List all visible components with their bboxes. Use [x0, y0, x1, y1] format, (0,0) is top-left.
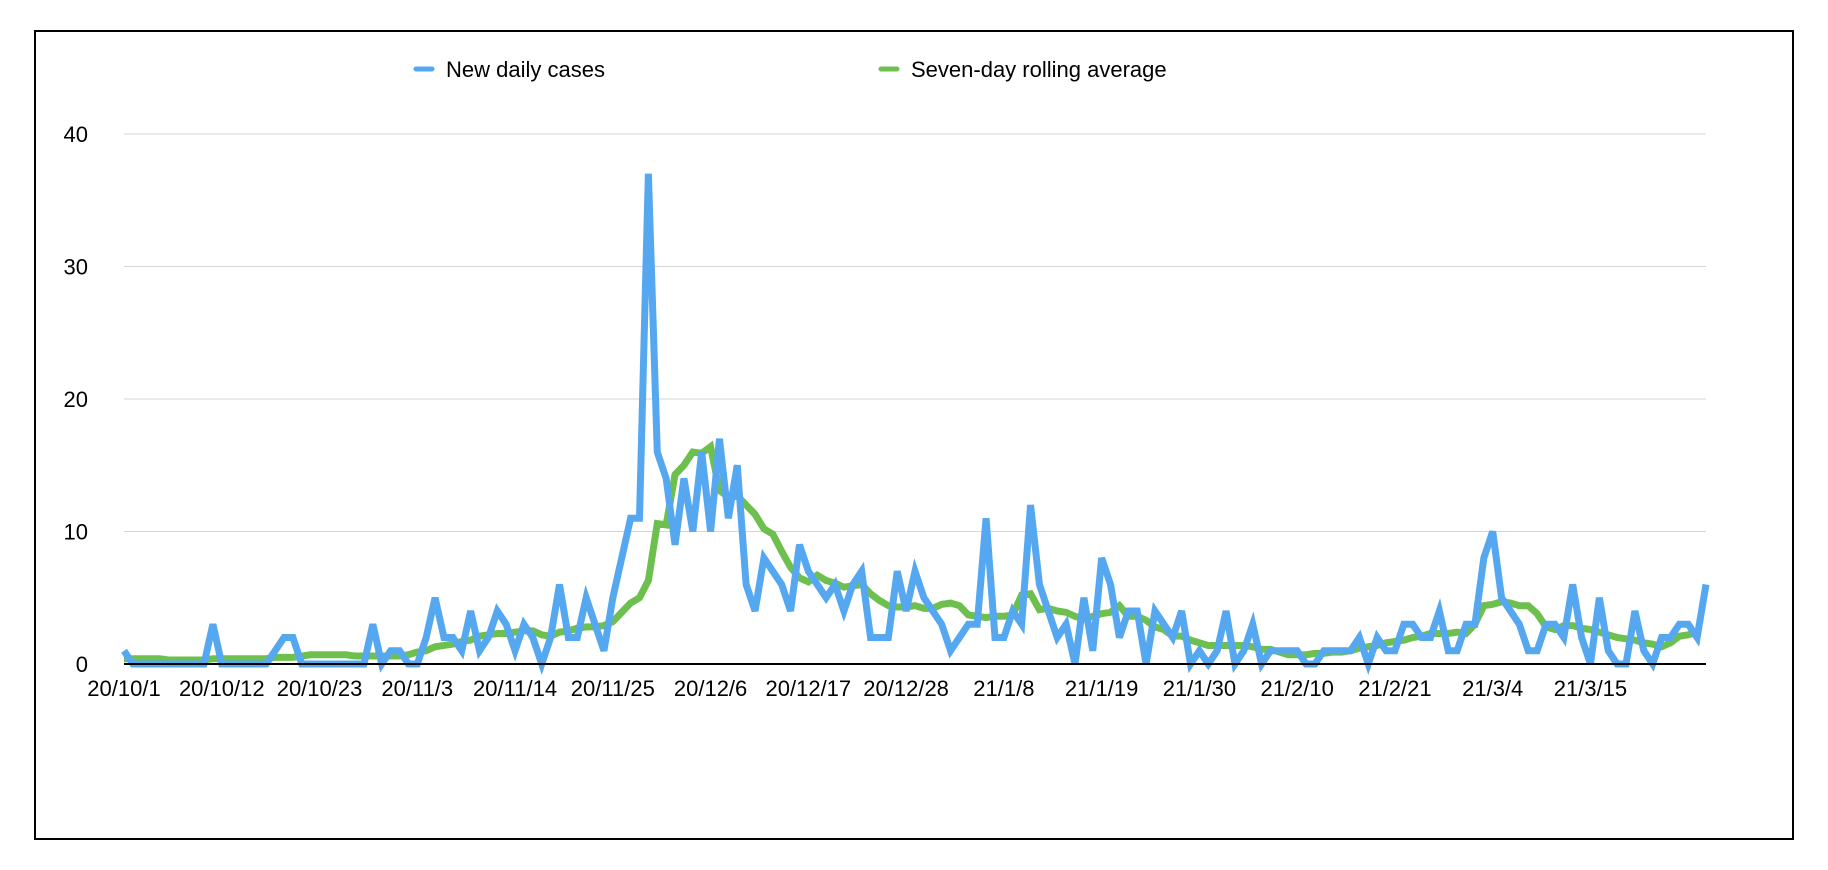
legend-label: New daily cases [446, 57, 605, 82]
x-tick-label: 21/1/19 [1065, 676, 1138, 701]
x-tick-label: 20/11/14 [473, 676, 557, 701]
x-tick-label: 20/12/17 [766, 676, 852, 701]
x-tick-label: 20/12/6 [674, 676, 747, 701]
x-tick-label: 20/11/3 [381, 676, 453, 701]
x-tick-label: 21/1/8 [973, 676, 1034, 701]
x-tick-label: 21/3/4 [1462, 676, 1523, 701]
x-tick-label: 21/2/10 [1260, 676, 1333, 701]
x-tick-label: 20/10/1 [87, 676, 160, 701]
x-tick-label: 20/11/25 [571, 676, 655, 701]
x-tick-label: 20/12/28 [863, 676, 949, 701]
x-tick-label: 21/2/21 [1358, 676, 1431, 701]
line-chart: 0 10 20 30 40 20/10/1 20/10/12 20/10/23 20/11/3… [64, 57, 1710, 701]
x-tick-label: 20/10/23 [277, 676, 363, 701]
chart-frame: 0 10 20 30 40 20/10/1 20/10/12 20/10/23 20/11/3… [34, 30, 1794, 840]
gridlines [124, 133, 1706, 532]
y-tick-label: 40 [64, 122, 88, 147]
x-axis-tick-labels: 20/10/1 20/10/12 20/10/23 20/11/3 20/11/14 20… [87, 676, 1627, 701]
x-tick-label: 21/1/30 [1163, 676, 1236, 701]
x-tick-label: 20/10/12 [179, 676, 265, 701]
series-line-new-daily-cases [121, 173, 1710, 676]
legend: New daily cases Seven-day rolling average [413, 57, 1167, 82]
y-tick-label: 30 [64, 255, 88, 280]
y-axis-tick-labels: 0 10 20 30 40 [64, 122, 88, 677]
x-tick-label: 21/3/15 [1554, 676, 1627, 701]
y-tick-label: 10 [64, 520, 88, 545]
legend-label: Seven-day rolling average [911, 57, 1167, 82]
y-tick-label: 0 [76, 652, 88, 677]
series-lines [121, 173, 1710, 676]
y-tick-label: 20 [64, 387, 88, 412]
